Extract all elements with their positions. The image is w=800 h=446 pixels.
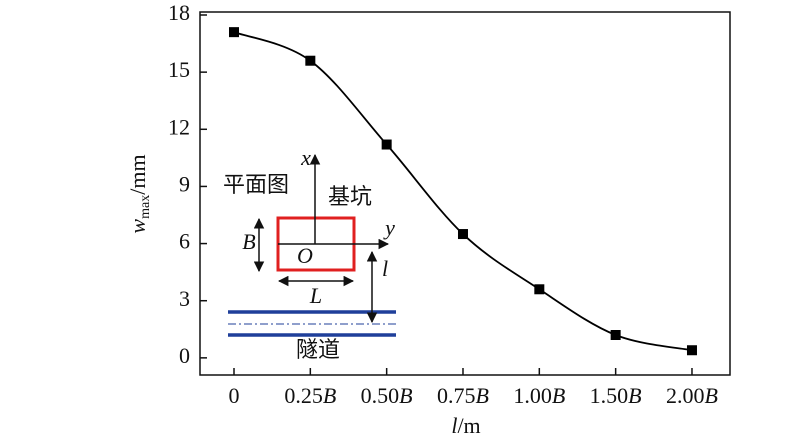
y-tick-label: 18: [168, 0, 190, 25]
width-label: B: [242, 229, 255, 254]
data-point: [610, 330, 621, 340]
y-label-sub: max: [138, 195, 153, 219]
y-tick-label: 9: [179, 171, 190, 196]
y-label-symbol: w: [125, 219, 150, 234]
tunnel-label: 隧道: [296, 337, 340, 362]
fit-curve: [233, 31, 693, 352]
x-tick-label: 1.50B: [590, 383, 642, 408]
data-point: [686, 345, 697, 356]
y-tick-label: 15: [168, 57, 190, 82]
data-point: [457, 229, 468, 240]
origin-label: O: [297, 243, 313, 268]
y-tick-label: 3: [179, 286, 190, 311]
inset-diagram: 平面图 基坑 隧道 x y O B L l: [223, 145, 396, 362]
pit-label: 基坑: [328, 184, 372, 209]
x-tick-label: 0.75B: [437, 383, 489, 408]
x-tick-label: 2.00B: [666, 383, 718, 408]
y-axis-label: y: [383, 215, 395, 240]
y-label-unit: /mm: [125, 154, 150, 194]
x-tick-label: 0.25B: [284, 383, 336, 408]
x-axis-title: l/m: [451, 413, 480, 438]
distance-label: l: [382, 256, 388, 281]
plot-frame: [199, 11, 731, 376]
y-tick-label: 12: [168, 114, 190, 139]
y-tick-label: 0: [179, 343, 190, 368]
data-point: [229, 27, 239, 38]
y-tick-label: 6: [179, 229, 190, 254]
data-point: [305, 55, 316, 66]
x-tick-label: 0.50B: [361, 383, 413, 408]
plan-label: 平面图: [223, 172, 289, 197]
x-tick-label: 1.00B: [513, 383, 565, 408]
x-tick-label: 0: [229, 383, 240, 408]
data-point: [534, 284, 545, 295]
data-point: [381, 139, 392, 150]
length-label: L: [309, 283, 322, 308]
x-axis-label: x: [300, 145, 311, 170]
y-axis-title: wmax/mm: [125, 154, 153, 233]
